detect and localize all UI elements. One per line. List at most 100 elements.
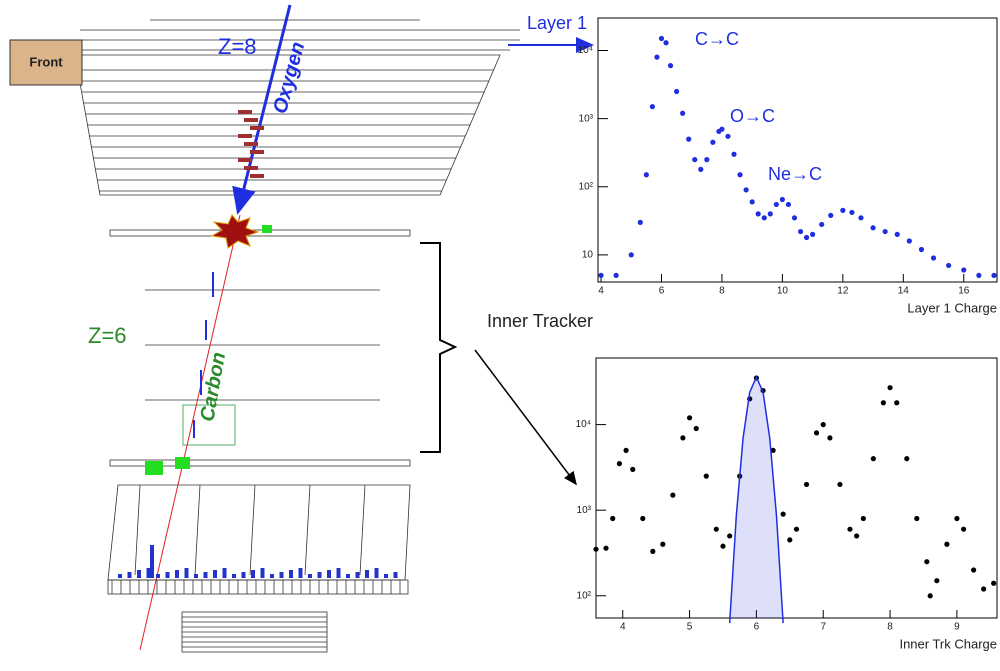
data-point [954,515,960,522]
data-point [654,54,660,60]
detector-diagram [74,19,520,653]
tracker-plane [109,229,411,237]
layer1-label: Layer 1 [527,13,587,33]
data-point [934,578,940,584]
tracker-plane [109,459,411,467]
data-point [650,548,656,554]
y-tick-label: 10 [582,250,594,261]
data-point [854,533,860,539]
data-point [981,586,987,592]
data-point [613,272,619,278]
data-point [692,157,698,163]
oxygen-label: Oxygen [269,40,309,117]
data-point [904,456,910,462]
data-point [927,593,933,599]
data-point [658,35,665,42]
plot-frame [595,357,998,619]
data-point [819,221,825,228]
x-tick-label: 6 [659,286,665,297]
data-point [767,211,773,217]
energy-deposit [238,110,252,114]
data-point [610,515,616,522]
data-point [797,228,804,235]
y-tick-label: 10³ [579,113,594,124]
data-point [785,201,792,208]
data-point [887,385,893,391]
data-point [630,466,636,472]
data-point [880,400,886,406]
rich-hit [222,568,227,578]
x-tick-label: 12 [837,286,849,297]
rich-hit [393,572,398,578]
energy-deposit [250,126,264,130]
rich-hit [346,574,350,578]
x-tick-label: 4 [598,286,604,297]
data-point [906,238,912,244]
data-point [719,126,725,132]
rich-hit [156,574,160,578]
data-point [640,515,646,522]
rich-hit [203,572,208,578]
inner-tracker-label: Inner Tracker [487,311,593,331]
energy-deposit [250,174,264,178]
data-point [991,580,997,586]
data-point [598,272,604,278]
data-point [673,88,680,95]
rich-hit [150,545,154,578]
track-hit [212,272,214,297]
x-axis-label: Layer 1 Charge [907,300,997,315]
interaction-burst [210,214,260,249]
data-point [755,211,761,217]
rich-hit [184,568,189,578]
data-point [693,425,699,432]
rich-divider [134,484,141,576]
rich-hit [213,570,217,578]
data-point [779,196,785,203]
rich-hit [251,570,255,578]
track-hit [205,320,207,340]
x-tick-label: 8 [887,622,893,633]
data-point [643,172,649,178]
track-hit [200,370,202,395]
energy-deposit [250,150,264,154]
energy-deposit [238,158,252,162]
data-point [820,422,826,428]
data-point [773,201,779,208]
rich-hit [232,574,236,578]
data-point [803,234,810,241]
upper-tof-frame [74,54,501,196]
hit [175,457,190,469]
data-point [698,166,704,172]
data-point [960,526,967,532]
data-point [894,400,900,406]
data-point [720,543,726,549]
data-point [924,559,930,565]
hit [262,225,272,233]
data-point [603,545,609,551]
data-point [944,541,950,547]
track-hit [193,420,195,438]
x-tick-label: 7 [820,622,826,633]
rich-hit [270,574,274,578]
data-point [628,252,634,258]
energy-deposit [238,134,252,138]
data-point [787,537,793,543]
data-point [858,215,864,221]
x-tick-label: 6 [754,622,760,633]
x-tick-label: 10 [777,286,789,297]
data-point [704,157,710,163]
rich-hit [260,568,265,578]
data-point [680,435,686,441]
data-point [971,567,977,573]
data-point [991,272,997,278]
carbon-track [139,214,241,651]
data-point [737,172,743,178]
data-point [894,231,900,237]
y-tick-label: 10³ [577,505,592,516]
data-point [743,187,749,193]
data-point [813,430,820,436]
rich-divider [249,484,256,576]
rich-hit [327,570,331,578]
rich-divider [359,484,366,576]
